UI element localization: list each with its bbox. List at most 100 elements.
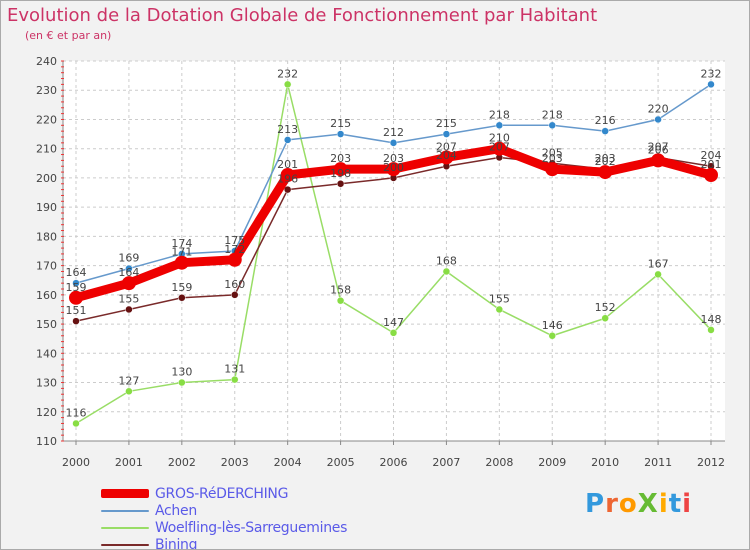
logo-letter: X (637, 489, 659, 519)
data-point-woelfling (231, 375, 239, 384)
data-point-bining (283, 185, 292, 194)
data-point-gros-rederching (545, 162, 560, 177)
data-point-achen (389, 139, 398, 147)
data-point-achen (125, 264, 133, 273)
data-point-gros-rederching (704, 168, 718, 182)
data-point-achen (707, 80, 715, 89)
chart-legend: GROS-RéDERCHING Achen Woelfling-lès-Sarr… (101, 485, 347, 550)
data-point-woelfling (389, 329, 398, 337)
data-label-gros-rederching: 164 (118, 266, 139, 279)
data-label-woelfling: 155 (489, 292, 510, 305)
data-label-gros-rederching: 210 (489, 132, 510, 145)
data-label-woelfling: 127 (118, 374, 139, 387)
y-tick-label: 140 (36, 347, 57, 360)
data-label-bining: 204 (436, 149, 457, 162)
data-label-achen: 218 (489, 108, 510, 121)
x-tick-label: 2005 (327, 456, 355, 469)
data-label-achen: 215 (330, 117, 351, 130)
data-point-achen (442, 130, 451, 138)
data-point-achen (495, 121, 504, 130)
data-label-woelfling: 168 (436, 254, 457, 267)
proxiti-logo: ProXiti (585, 489, 692, 519)
data-point-woelfling (601, 314, 609, 322)
data-label-achen: 213 (277, 123, 298, 136)
data-point-achen (336, 130, 345, 138)
x-tick-label: 2010 (591, 456, 619, 469)
data-point-gros-rederching (280, 168, 295, 182)
data-label-gros-rederching: 171 (171, 246, 192, 259)
logo-letter: t (668, 489, 683, 519)
x-tick-label: 2012 (697, 456, 725, 469)
data-label-bining: 198 (330, 167, 351, 180)
data-label-bining: 200 (383, 161, 404, 174)
data-label-achen: 212 (383, 126, 404, 139)
legend-item-woelfling: Woelfling-lès-Sarreguemines (101, 519, 347, 536)
plot-area (63, 61, 725, 441)
logo-letter: r (605, 489, 619, 519)
data-point-gros-rederching (439, 150, 454, 165)
y-tick-label: 210 (36, 143, 57, 156)
data-label-achen: 164 (66, 266, 87, 279)
y-tick-label: 170 (36, 260, 57, 273)
data-label-woelfling: 130 (171, 366, 192, 379)
legend-item-gros-rederching: GROS-RéDERCHING (101, 485, 347, 502)
data-point-achen (601, 127, 609, 135)
data-label-woelfling: 232 (277, 67, 298, 80)
data-label-achen: 216 (595, 114, 616, 127)
data-label-gros-rederching: 203 (330, 152, 351, 165)
logo-letter: o (618, 489, 638, 519)
x-tick-label: 2008 (485, 456, 513, 469)
y-tick-label: 190 (36, 201, 57, 214)
x-tick-label: 2006 (380, 456, 408, 469)
x-tick-label: 2002 (168, 456, 196, 469)
legend-label-achen: Achen (155, 502, 197, 519)
data-label-bining: 203 (595, 152, 616, 165)
data-point-woelfling (654, 270, 662, 279)
data-point-woelfling (72, 419, 80, 428)
data-label-achen: 175 (224, 234, 245, 247)
data-point-woelfling (495, 305, 504, 314)
data-point-bining (336, 180, 345, 188)
logo-letter: i (658, 489, 669, 519)
y-tick-label: 110 (36, 435, 57, 448)
legend-swatch-achen (101, 509, 149, 512)
logo-letter: P (585, 489, 606, 519)
data-point-woelfling (442, 267, 451, 276)
data-label-gros-rederching: 172 (224, 243, 245, 256)
y-tick-label: 150 (36, 318, 57, 331)
data-label-gros-rederching: 201 (701, 158, 722, 171)
data-label-bining: 151 (66, 304, 87, 317)
data-label-gros-rederching: 207 (436, 140, 457, 153)
data-label-woelfling: 131 (224, 363, 245, 376)
legend-label-bining: Bining (155, 536, 198, 550)
data-point-bining (125, 305, 133, 314)
data-label-woelfling: 146 (542, 319, 563, 332)
data-point-achen (283, 136, 292, 144)
data-label-bining: 205 (542, 146, 563, 159)
legend-swatch-gros-rederching (101, 489, 149, 498)
data-point-gros-rederching (651, 153, 666, 168)
data-point-gros-rederching (174, 255, 189, 270)
data-label-achen: 220 (648, 102, 669, 115)
legend-swatch-woelfling (101, 526, 149, 529)
data-label-achen: 169 (118, 252, 139, 265)
data-label-woelfling: 116 (66, 406, 87, 419)
data-point-achen (548, 121, 556, 130)
x-tick-label: 2011 (644, 456, 672, 469)
data-label-bining: 155 (118, 292, 139, 305)
data-label-gros-rederching: 203 (383, 152, 404, 165)
data-point-woelfling (178, 378, 186, 387)
y-tick-label: 180 (36, 230, 57, 243)
data-point-woelfling (336, 296, 345, 305)
data-label-achen: 232 (701, 67, 722, 80)
data-point-woelfling (125, 387, 133, 396)
data-point-bining (231, 291, 239, 299)
data-label-gros-rederching: 159 (66, 281, 87, 294)
data-point-bining (178, 294, 186, 302)
y-tick-label: 230 (36, 84, 57, 97)
data-label-woelfling: 167 (648, 257, 669, 270)
chart-title: Evolution de la Dotation Globale de Fonc… (7, 5, 598, 26)
legend-label-woelfling: Woelfling-lès-Sarreguemines (155, 519, 348, 536)
